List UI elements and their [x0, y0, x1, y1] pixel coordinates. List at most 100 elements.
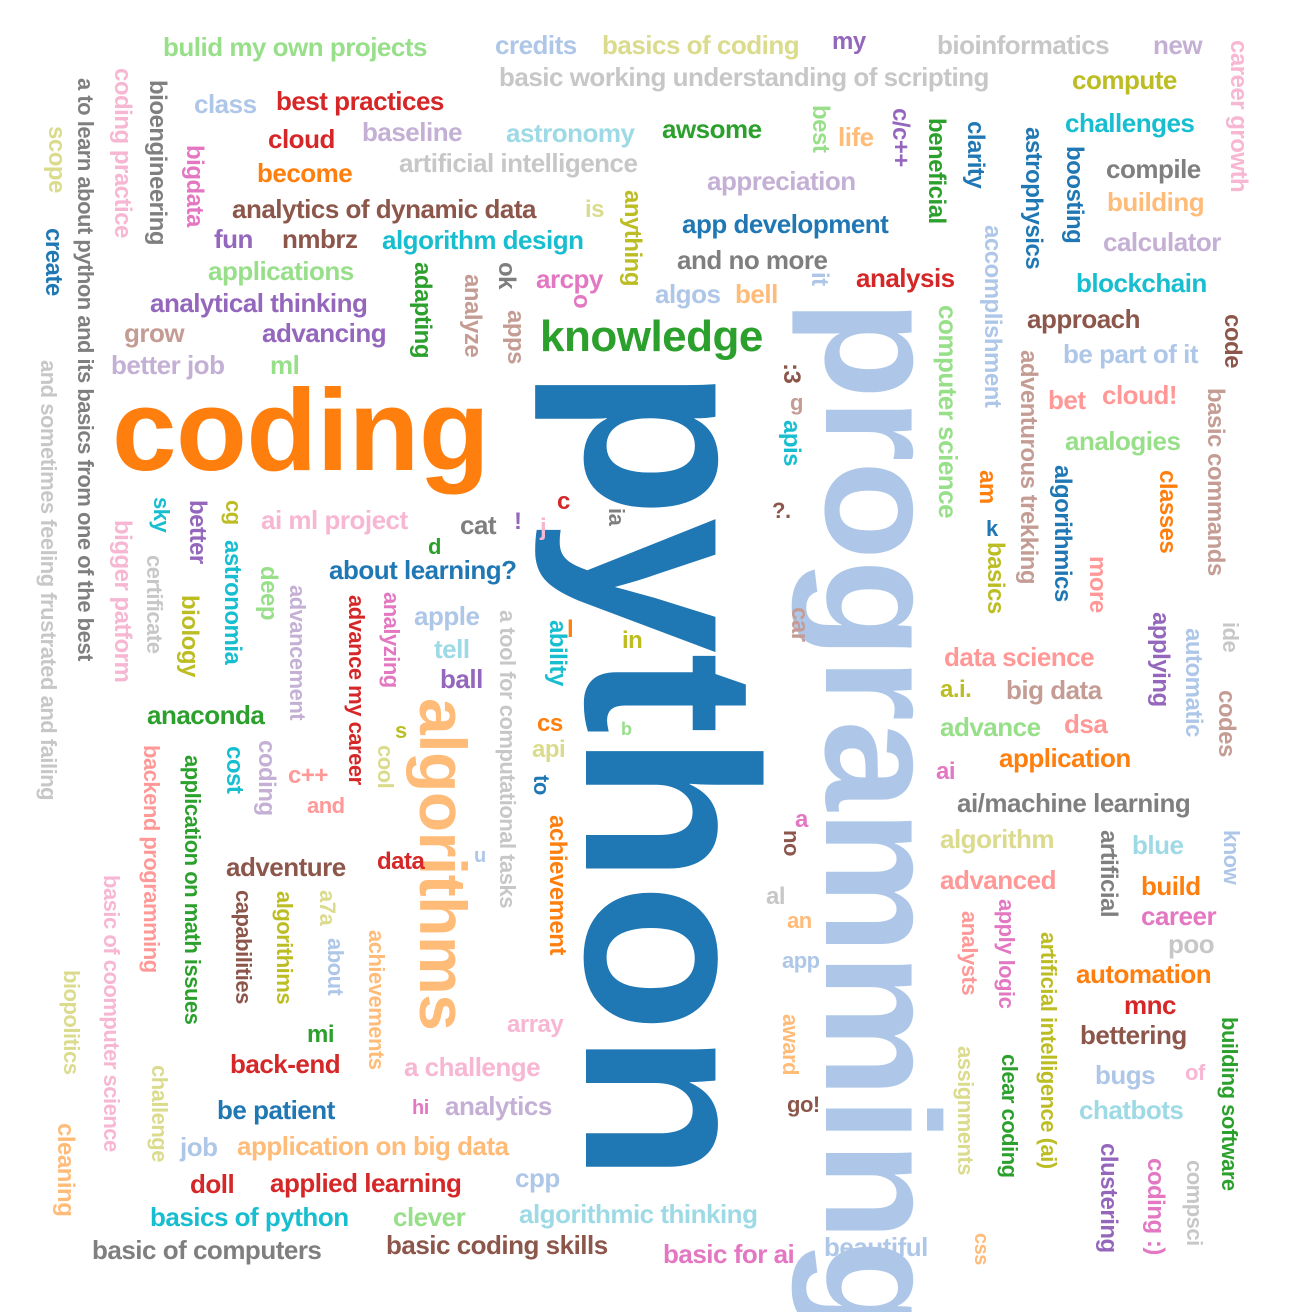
word-back-end: back-end — [230, 1049, 341, 1079]
word-arcpy: arcpy — [536, 264, 603, 294]
word-cloud: cloud! — [1102, 380, 1178, 410]
word-advancing: advancing — [262, 318, 387, 348]
word-automatic: automatic — [1180, 628, 1207, 737]
word-adventurous-trekking: adventurous trekking — [1015, 350, 1042, 585]
word-be-patient: be patient — [217, 1095, 335, 1125]
word-about: about — [323, 938, 348, 996]
word-certificate: certificate — [142, 555, 167, 654]
word-api: api — [532, 736, 566, 763]
word-biopolitics: biopolitics — [59, 970, 84, 1075]
word-basics: basics — [982, 542, 1009, 614]
word-data-science: data science — [944, 642, 1095, 672]
word-challenge: challenge — [147, 1065, 172, 1162]
word-analyzing: analyzing — [379, 592, 404, 688]
word-basic-of-computers: basic of computers — [92, 1235, 322, 1265]
word-algorithims: algorithims — [272, 891, 297, 1005]
word-credits: credits — [495, 30, 577, 60]
word-applied-learning: applied learning — [270, 1168, 462, 1198]
word-build: build — [1141, 871, 1201, 901]
word-doll: doll — [190, 1169, 235, 1199]
word-basics-of-python: basics of python — [150, 1202, 349, 1232]
word-analytics-of-dynamic-data: analytics of dynamic data — [232, 194, 536, 224]
word-fun: fun — [214, 224, 253, 254]
word-s: s — [395, 718, 407, 743]
word-basic-commands: basic commands — [1202, 388, 1229, 576]
word-big-data: big data — [1006, 675, 1102, 705]
word-symbol: ! — [514, 508, 522, 535]
word-ia: ia — [604, 508, 629, 526]
word-capabilities: capabilities — [231, 890, 256, 1004]
word-cs: cs — [537, 710, 563, 737]
word-blockchain: blockchain — [1076, 268, 1207, 298]
word-a-to-learn-about-python-and-its-basics-from-one-of-the-best: a to learn about python and its basics f… — [73, 78, 98, 661]
word-advanced: advanced — [940, 865, 1056, 895]
word-backend-programming: backend programming — [139, 745, 164, 973]
word-to: to — [529, 775, 554, 795]
word-blue: blue — [1132, 830, 1184, 860]
word-algorithm-design: algorithm design — [382, 225, 584, 255]
word-automation: automation — [1076, 959, 1212, 989]
word-applications: applications — [208, 256, 354, 286]
word-compsci: compsci — [1182, 1160, 1207, 1246]
word-a7a: a7a — [315, 890, 340, 926]
word-create: create — [40, 228, 67, 296]
word-basic-working-understanding-of-scripting: basic working understanding of scripting — [499, 62, 989, 92]
word-g: g — [790, 390, 803, 415]
word-dsa: dsa — [1064, 709, 1108, 739]
word-cleaning: cleaning — [52, 1123, 79, 1217]
word-building: building — [1107, 187, 1205, 217]
word-cool: cool — [373, 745, 398, 789]
word-it: it — [806, 272, 833, 286]
word-about-learning: about learning? — [329, 555, 517, 585]
word-apply-logic: apply logic — [994, 899, 1019, 1009]
word-cpp: cpp — [515, 1163, 560, 1193]
word-beneficial: beneficial — [923, 118, 950, 224]
word-coding: coding :) — [1142, 1158, 1169, 1255]
word-advance-my-career: advance my career — [344, 595, 369, 785]
word-bioengineering: bioengineering — [144, 80, 171, 246]
word-bugs: bugs — [1095, 1060, 1156, 1090]
word-al: al — [766, 883, 786, 910]
word-artificial-intelligence: artificial intelligence — [399, 148, 638, 178]
word-u: u — [474, 845, 486, 867]
word-ai-ml-project: ai ml project — [261, 505, 408, 535]
word-ball: ball — [440, 664, 483, 694]
word-better-job: better job — [111, 350, 225, 380]
word-symbol: ?. — [772, 498, 791, 523]
word-challenges: challenges — [1065, 108, 1195, 138]
word-best-practices: best practices — [276, 86, 444, 116]
word-algorithmics: algorithmics — [1049, 465, 1076, 602]
word-and-sometimes-feeling-frustrated-and-failing: and sometimes feeling frustrated and fai… — [36, 360, 61, 801]
word-css: css — [970, 1233, 992, 1265]
word-ai: ai — [936, 758, 956, 785]
word-apple: apple — [414, 601, 480, 631]
word-a-tool-for-computational-tasks: a tool for computational tasks — [495, 610, 520, 908]
word-awsome: awsome — [662, 114, 762, 144]
word-boosting: boosting — [1061, 146, 1088, 244]
word-data: data — [377, 848, 425, 875]
word-hi: hi — [412, 1097, 429, 1119]
word-d: d — [428, 534, 441, 559]
word-an: an — [787, 908, 812, 933]
word-award: award — [778, 1014, 803, 1076]
word-app-development: app development — [682, 209, 889, 239]
word-calculator: calculator — [1103, 227, 1221, 257]
word-bell: bell — [735, 279, 778, 309]
word-programming: programming — [791, 300, 972, 1312]
word-c: c — [557, 488, 570, 515]
word-bulid-my-own-projects: bulid my own projects — [163, 32, 427, 62]
word-application: application — [999, 743, 1131, 773]
word-compute: compute — [1072, 65, 1177, 95]
word-basic-of-coomputer-science: basic of coomputer science — [99, 875, 124, 1152]
word-of: of — [1185, 1060, 1205, 1085]
word-knowledge: knowledge — [540, 312, 763, 361]
word-class: class — [194, 89, 257, 119]
word-application-on-big-data: application on big data — [237, 1131, 509, 1161]
word-clever: clever — [393, 1202, 466, 1232]
word-analytics: analytics — [445, 1091, 552, 1121]
word-poo: poo — [1168, 929, 1215, 959]
word-beautiful: beautiful — [824, 1232, 928, 1262]
word-nmbrz: nmbrz — [282, 224, 358, 254]
word-biology: biology — [176, 595, 203, 677]
word-algorithm: algorithm — [940, 824, 1054, 854]
